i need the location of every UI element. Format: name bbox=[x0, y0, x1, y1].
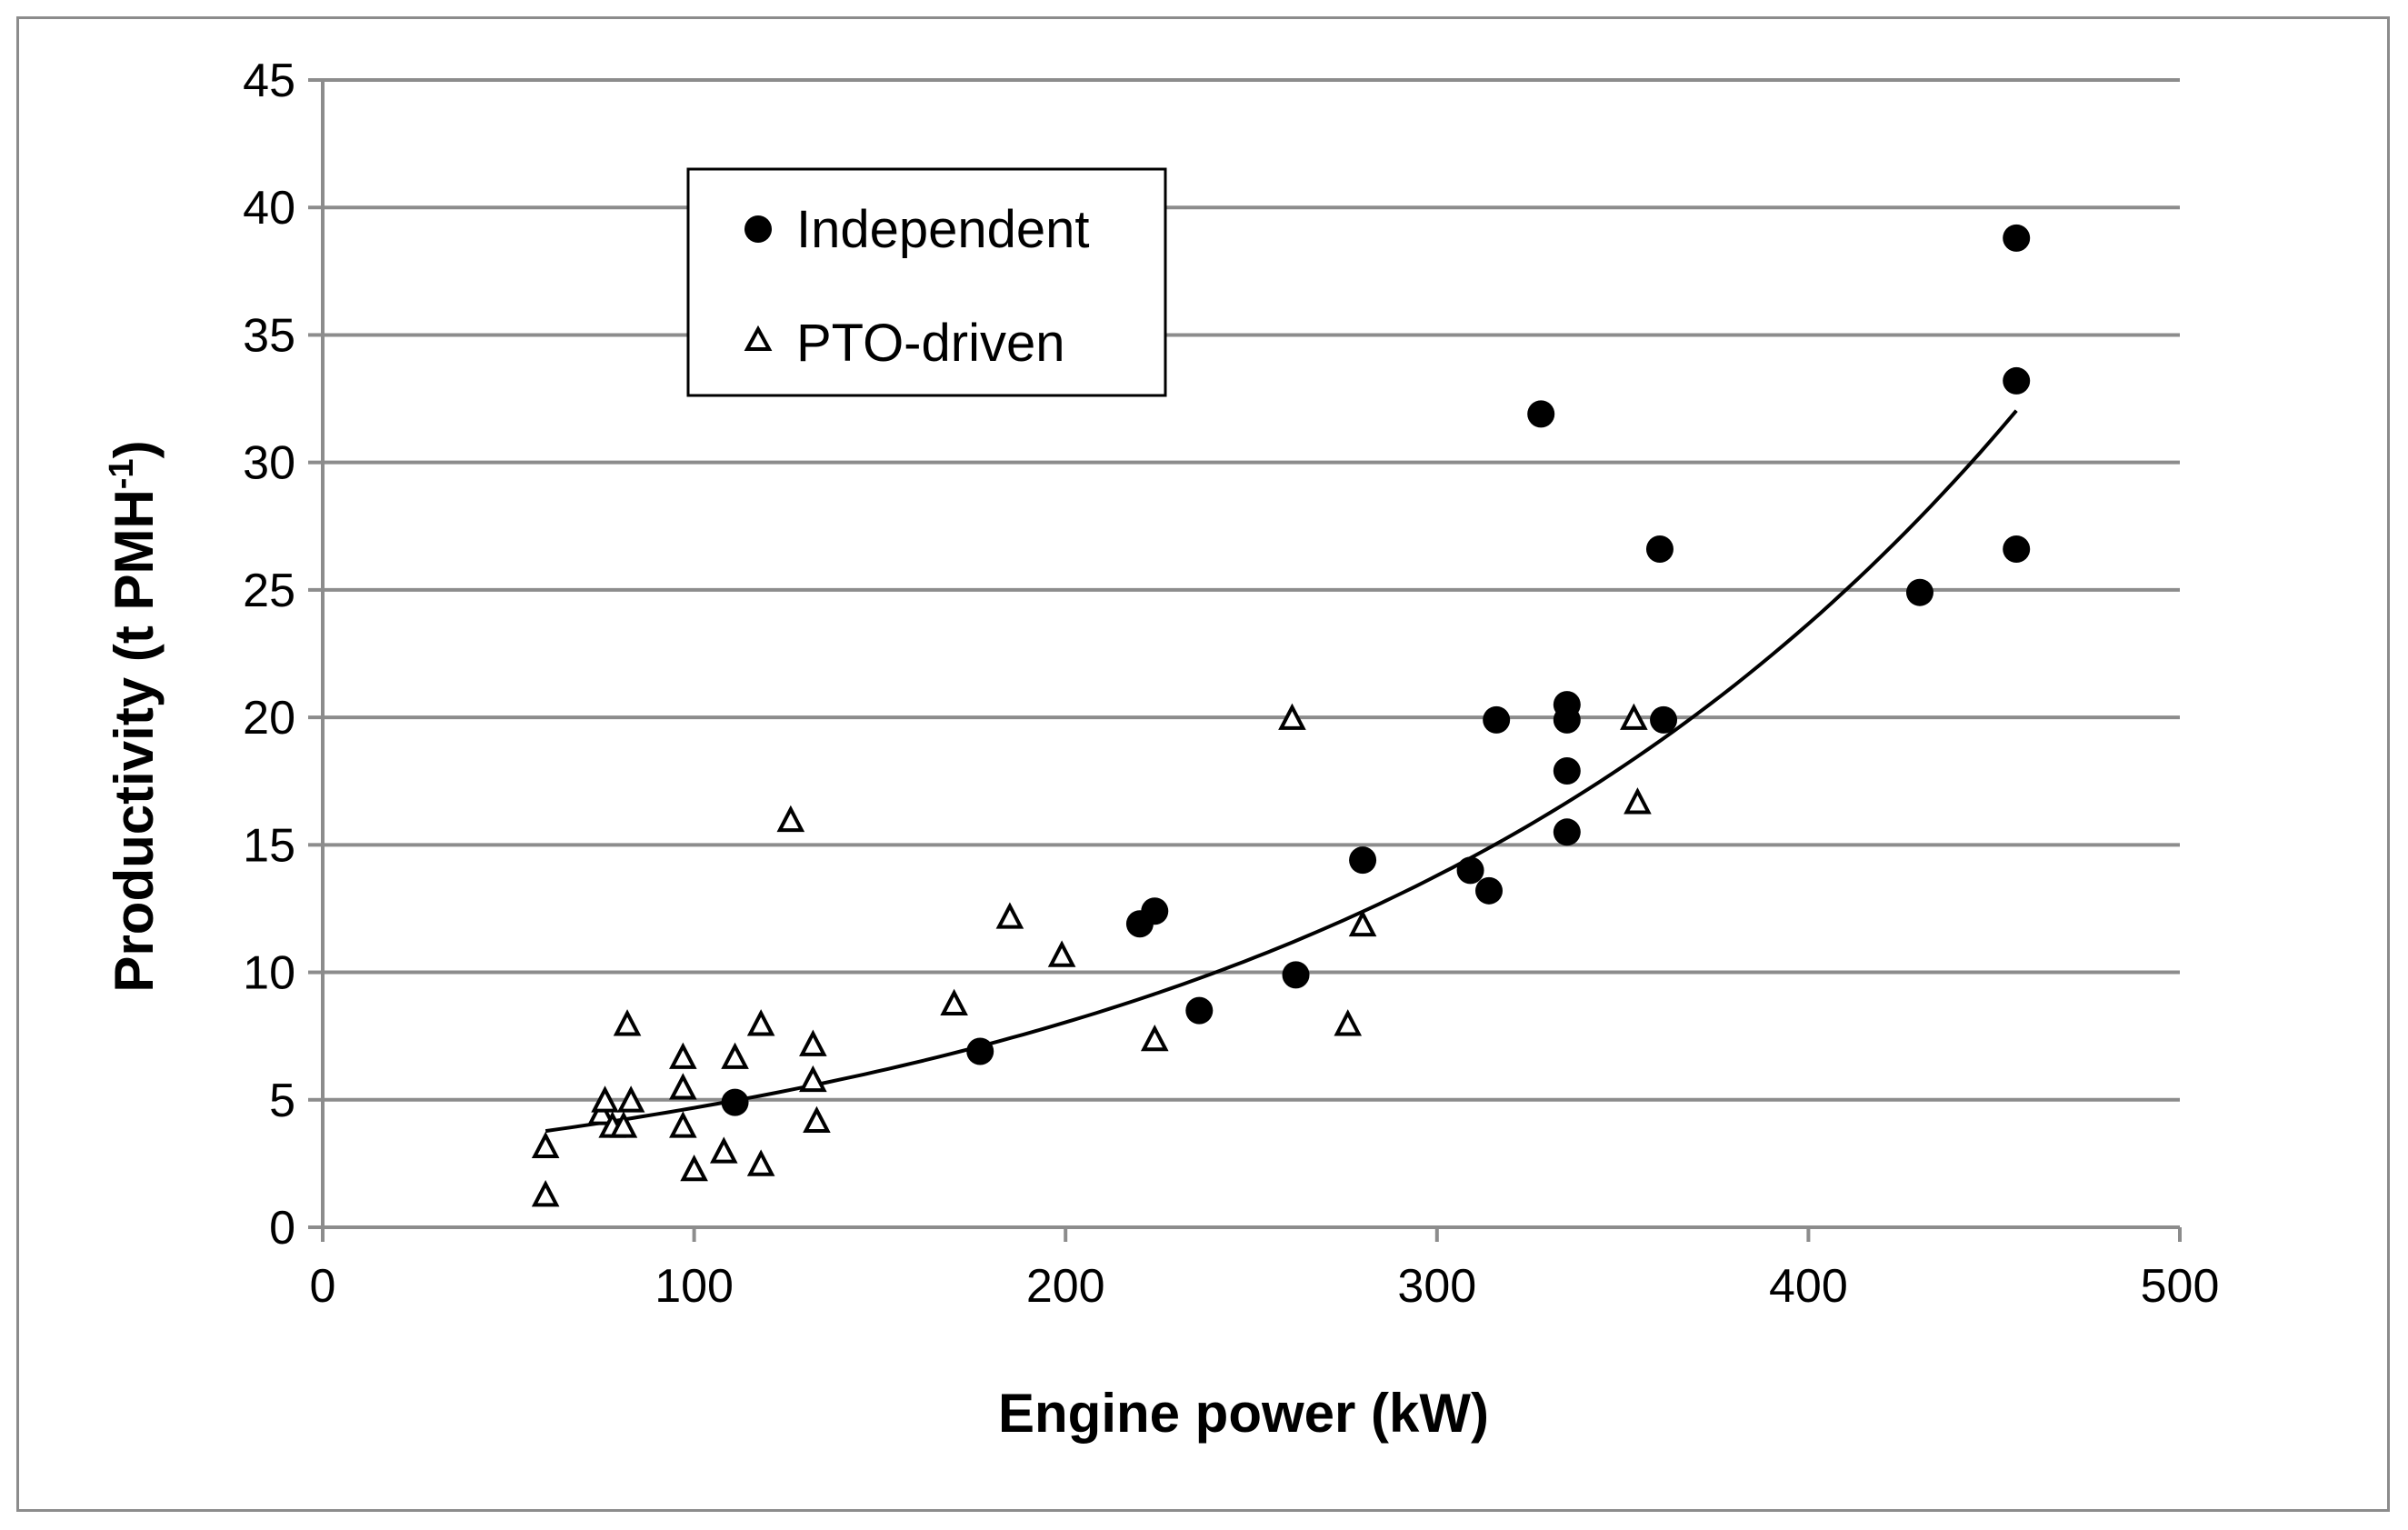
point-independent-7 bbox=[1456, 856, 1484, 885]
legend-marker-pto-driven bbox=[744, 325, 773, 351]
y-tick-label-25: 25 bbox=[243, 565, 295, 617]
point-pto-driven-0 bbox=[531, 1131, 560, 1159]
point-independent-6 bbox=[1349, 846, 1377, 875]
point-pto-driven-14 bbox=[746, 1009, 775, 1036]
point-independent-1 bbox=[966, 1037, 994, 1065]
point-independent-10 bbox=[1527, 400, 1555, 428]
trendline-group bbox=[545, 409, 2018, 1134]
y-tick-label-45: 45 bbox=[243, 55, 295, 107]
point-independent-9 bbox=[1483, 705, 1511, 734]
point-pto-driven-6 bbox=[613, 1009, 642, 1036]
y-axis-title-main: Productivity (t PMH bbox=[104, 489, 165, 992]
y-tick-label-20: 20 bbox=[243, 692, 295, 745]
point-pto-driven-8 bbox=[669, 1042, 697, 1069]
point-independent-19 bbox=[2003, 366, 2031, 395]
point-pto-driven-17 bbox=[799, 1029, 827, 1056]
point-pto-driven-3 bbox=[591, 1085, 619, 1113]
point-independent-17 bbox=[1905, 578, 1933, 606]
point-pto-driven-21 bbox=[995, 902, 1024, 929]
point-pto-driven-7 bbox=[616, 1085, 645, 1113]
y-axis-title-close: ) bbox=[104, 440, 165, 458]
point-independent-8 bbox=[1475, 876, 1504, 905]
point-pto-driven-9 bbox=[669, 1073, 697, 1100]
point-pto-driven-24 bbox=[1278, 703, 1306, 730]
point-pto-driven-12 bbox=[709, 1136, 738, 1164]
point-pto-driven-19 bbox=[803, 1105, 831, 1134]
point-independent-15 bbox=[1645, 535, 1674, 564]
y-tick-label-40: 40 bbox=[243, 182, 295, 235]
point-pto-driven-2 bbox=[587, 1098, 615, 1125]
point-pto-driven-22 bbox=[1047, 940, 1076, 967]
x-tick-label-300: 300 bbox=[1397, 1260, 1476, 1313]
point-independent-14 bbox=[1553, 818, 1581, 846]
point-pto-driven-16 bbox=[776, 805, 805, 833]
point-independent-20 bbox=[2003, 535, 2031, 564]
point-pto-driven-20 bbox=[940, 988, 968, 1016]
point-pto-driven-10 bbox=[669, 1111, 697, 1138]
point-pto-driven-5 bbox=[609, 1111, 638, 1138]
y-tick-label-0: 0 bbox=[269, 1202, 295, 1255]
axes bbox=[321, 80, 2182, 1242]
point-independent-5 bbox=[1282, 961, 1310, 989]
point-pto-driven-25 bbox=[1334, 1009, 1363, 1036]
point-independent-18 bbox=[2003, 224, 2031, 252]
legend-marker-independent bbox=[744, 215, 772, 243]
legend-label-pto-driven: PTO-driven bbox=[796, 314, 1064, 373]
y-tick-label-10: 10 bbox=[243, 947, 295, 1000]
point-pto-driven-11 bbox=[680, 1154, 708, 1182]
point-independent-3 bbox=[1141, 897, 1169, 925]
y-tick-label-35: 35 bbox=[243, 309, 295, 362]
trendline bbox=[545, 409, 2018, 1134]
chart-frame bbox=[16, 16, 2390, 1512]
point-pto-driven-15 bbox=[746, 1149, 775, 1176]
grid-lines bbox=[308, 78, 2180, 1229]
y-tick-label-15: 15 bbox=[243, 819, 295, 872]
point-pto-driven-27 bbox=[1620, 703, 1648, 730]
point-independent-13 bbox=[1553, 757, 1581, 785]
legend-label-independent: Independent bbox=[796, 200, 1090, 259]
y-tick-labels: 0 5 10 15 20 25 30 35 40 45 bbox=[243, 55, 295, 1255]
x-tick-label-400: 400 bbox=[1769, 1260, 1848, 1313]
x-tick-label-0: 0 bbox=[310, 1260, 336, 1313]
x-tick-label-100: 100 bbox=[654, 1260, 734, 1313]
y-tick-label-5: 5 bbox=[269, 1075, 295, 1127]
x-tick-label-500: 500 bbox=[2141, 1260, 2220, 1313]
data-points bbox=[531, 224, 2031, 1207]
legend: Independent PTO-driven bbox=[686, 167, 1167, 397]
y-tick-label-30: 30 bbox=[243, 437, 295, 490]
y-axis-title: Productivity (t PMH-1) bbox=[103, 440, 165, 992]
point-pto-driven-28 bbox=[1624, 787, 1652, 815]
point-independent-0 bbox=[721, 1088, 749, 1116]
y-axis-title-sup: -1 bbox=[103, 458, 141, 489]
point-pto-driven-18 bbox=[799, 1065, 827, 1093]
point-pto-driven-26 bbox=[1348, 909, 1377, 937]
x-axis-title: Engine power (kW) bbox=[998, 1383, 1489, 1444]
point-independent-16 bbox=[1650, 705, 1678, 734]
point-independent-12 bbox=[1553, 705, 1581, 734]
point-pto-driven-1 bbox=[531, 1180, 560, 1207]
point-independent-4 bbox=[1185, 996, 1214, 1025]
point-pto-driven-23 bbox=[1140, 1024, 1169, 1052]
x-tick-label-200: 200 bbox=[1026, 1260, 1105, 1313]
legend-box bbox=[686, 167, 1167, 397]
x-tick-labels: 0 100 200 300 400 500 bbox=[310, 1260, 2220, 1313]
point-pto-driven-13 bbox=[721, 1042, 749, 1069]
